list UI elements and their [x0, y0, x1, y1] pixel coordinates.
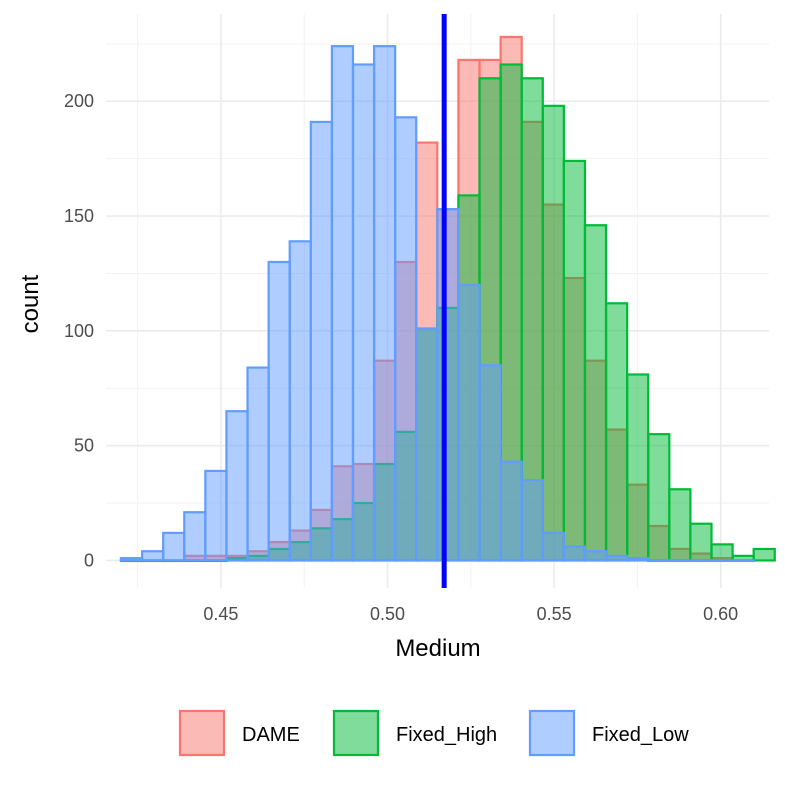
histogram-bar: [731, 559, 755, 563]
histogram-bar: [562, 159, 587, 562]
histogram-bar: [415, 327, 439, 562]
histogram-bar: [394, 116, 418, 562]
histogram-bar: [541, 104, 565, 562]
histogram-bar: [604, 302, 629, 562]
y-tick-label: 100: [64, 321, 94, 341]
histogram-bar: [710, 543, 734, 562]
histogram-bar: [626, 557, 650, 562]
legend-label: DAME: [242, 724, 300, 746]
legend-label: Fixed_Low: [592, 724, 689, 746]
x-tick-label: 0.45: [203, 604, 238, 624]
histogram-bar: [604, 554, 629, 562]
histogram-bar: [436, 208, 460, 562]
histogram-bar: [689, 559, 713, 563]
histogram-bar: [330, 45, 355, 562]
legend-item: Fixed_High: [332, 709, 497, 757]
histogram-bar: [583, 550, 608, 562]
histogram-bar: [520, 478, 544, 562]
histogram-bar: [499, 460, 523, 562]
x-tick-label: 0.55: [537, 604, 572, 624]
histogram-bar: [246, 366, 270, 562]
axis-ticks: 0.45 0.50 0.55 0.60 0 50 100 150 200: [64, 91, 738, 624]
histogram-bar: [668, 488, 692, 562]
histogram-bar: [119, 557, 144, 562]
legend-key: [178, 709, 226, 757]
histogram-bar: [689, 522, 713, 562]
histogram-bar: [457, 283, 481, 562]
y-tick-label: 200: [64, 91, 94, 111]
histogram-bar: [288, 240, 312, 562]
legend-key: [332, 709, 380, 757]
histogram-bar: [541, 531, 565, 562]
histogram-bar: [183, 511, 207, 562]
histogram-bar: [204, 469, 228, 562]
histogram-bar: [710, 559, 734, 563]
y-tick-label: 50: [74, 436, 94, 456]
histogram-bar: [583, 224, 608, 562]
histogram-bar: [162, 531, 186, 562]
histogram-bar: [668, 559, 692, 563]
series-fixed-low: [119, 45, 755, 563]
histogram-bar: [140, 550, 165, 562]
x-tick-label: 0.60: [703, 604, 738, 624]
histogram-bar: [647, 559, 671, 563]
legend-label: Fixed_High: [396, 724, 497, 746]
y-tick-label: 0: [84, 550, 94, 570]
legend-item: DAME: [178, 709, 300, 757]
histogram-bar: [309, 120, 333, 562]
histogram-bar: [626, 373, 650, 562]
legend-item: Fixed_Low: [528, 709, 689, 757]
histogram-bar: [351, 63, 376, 562]
histogram-bar: [752, 547, 776, 562]
histogram-bar: [372, 45, 397, 562]
histogram-bar: [225, 410, 249, 562]
legend-key: [528, 709, 576, 757]
y-tick-label: 150: [64, 206, 94, 226]
x-axis-title: Medium: [395, 635, 480, 662]
legend: DAME Fixed_High Fixed_Low: [178, 709, 689, 757]
histogram-bar: [562, 545, 587, 562]
histogram-bars: [119, 35, 776, 563]
y-axis-title: count: [17, 274, 44, 333]
histogram-bar: [647, 433, 671, 562]
histogram-bar: [478, 364, 502, 562]
histogram-bar: [267, 260, 291, 562]
x-tick-label: 0.50: [370, 604, 405, 624]
